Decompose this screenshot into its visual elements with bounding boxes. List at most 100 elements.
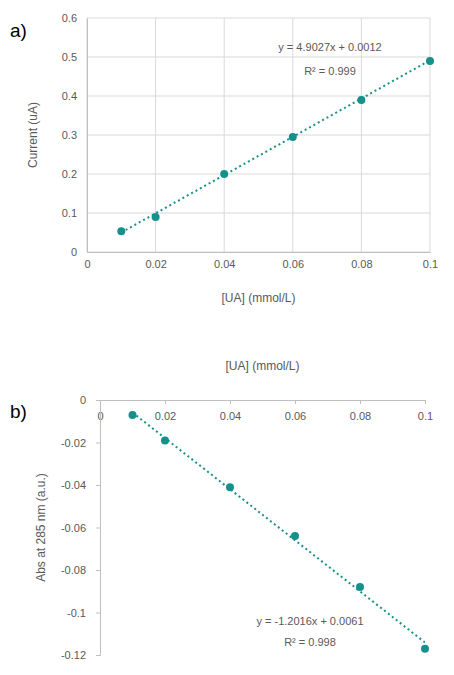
y-tick-label: -0.04 (61, 479, 86, 491)
grid-line-y (87, 18, 430, 19)
x-tick-label: 0.08 (350, 410, 371, 422)
y-tick: -0.06 (61, 522, 100, 534)
panel-label: a) (10, 20, 27, 41)
x-tick: 0.08 (351, 252, 372, 270)
x-tick-mark (230, 400, 231, 404)
y-tick-mark (96, 570, 100, 571)
trendline-annotation: R² = 0.999 (304, 65, 356, 77)
y-tick-mark (96, 528, 100, 529)
x-tick: 0 (84, 252, 90, 270)
y-tick: 0.5 (62, 51, 87, 63)
x-tick: 0.04 (220, 400, 241, 422)
plot-area (129, 411, 430, 653)
plot-area (117, 57, 434, 235)
trendline (121, 60, 430, 232)
x-tick-label: 0.04 (214, 258, 235, 270)
y-tick-label: 0.1 (62, 207, 77, 219)
y-tick: -0.04 (61, 479, 100, 491)
y-tick-label: -0.1 (67, 607, 86, 619)
data-point (291, 532, 299, 540)
y-tick-mark (96, 443, 100, 444)
x-axis-line (88, 252, 431, 253)
x-tick: 0.06 (285, 400, 306, 422)
y-tick: -0.08 (61, 564, 100, 576)
grid-line-x (87, 18, 88, 252)
x-tick-label: 0.04 (220, 410, 241, 422)
y-tick-label: 0.2 (62, 168, 77, 180)
x-tick: 0.1 (418, 400, 433, 422)
y-tick-label: 0 (80, 394, 86, 406)
y-tick: 0.4 (62, 90, 87, 102)
trendline-annotation: R² = 0.998 (284, 636, 336, 648)
x-tick-label: 0.06 (285, 410, 306, 422)
y-tick-label: 0 (71, 246, 77, 258)
x-tick-label: 0.02 (155, 410, 176, 422)
x-axis-title: [UA] (mmol/L) (221, 291, 295, 305)
y-axis-title: Current (uA) (26, 102, 40, 168)
y-tick-label: 0.5 (62, 51, 77, 63)
x-tick: 0.02 (145, 252, 166, 270)
y-tick-mark (96, 400, 100, 401)
grid (87, 18, 430, 252)
y-axis-title: Abs at 285 nm (a.u.) (34, 473, 48, 582)
y-tick: -0.12 (61, 649, 100, 661)
y-axis-line (87, 19, 88, 253)
data-point (129, 411, 137, 419)
y-tick: 0.2 (62, 168, 87, 180)
x-tick: 0.02 (155, 400, 176, 422)
x-tick-mark (360, 400, 361, 404)
x-tick: 0.04 (214, 252, 235, 270)
x-axis-title: [UA] (mmol/L) (225, 359, 299, 373)
grid-line-x (361, 18, 362, 252)
y-tick-mark (96, 613, 100, 614)
y-tick: 0.1 (62, 207, 87, 219)
x-axis: 0 0.02 0.04 0.06 0.08 0.1 (84, 252, 438, 270)
x-tick-mark (425, 400, 426, 404)
grid-line-y (87, 174, 430, 175)
trendline (133, 413, 426, 643)
grid-line-y (87, 252, 430, 253)
x-tick-label: 0.06 (283, 258, 304, 270)
grid-line-x (224, 18, 225, 252)
trendline-annotation: y = 4.9027x + 0.0012 (278, 41, 381, 53)
grid-line-x (430, 18, 431, 252)
y-tick: -0.1 (67, 607, 100, 619)
y-axis: 0 -0.02 -0.04 -0.06 -0.08 -0.1 -0.12 (61, 394, 101, 661)
x-tick-label: 0 (84, 258, 90, 270)
y-tick-label: 0.6 (62, 12, 77, 24)
y-tick: 0 (80, 394, 100, 406)
y-tick-label: -0.12 (61, 649, 86, 661)
x-tick: 0.08 (350, 400, 371, 422)
data-point (421, 645, 429, 653)
grid-line-y (87, 57, 430, 58)
y-tick: 0.6 (62, 12, 87, 24)
x-tick-label: 0.08 (351, 258, 372, 270)
grid-line-y (87, 213, 430, 214)
x-tick: 0.1 (423, 252, 438, 270)
x-axis-line (101, 401, 426, 405)
y-tick-mark (96, 485, 100, 486)
y-tick: 0.3 (62, 129, 87, 141)
canvas: 0 0.02 0.04 0.06 0.08 0.1 0 0.1 0.2 0.3 0.4 0.5 0.6 a… (0, 0, 454, 675)
y-tick-label: -0.06 (61, 522, 86, 534)
x-tick: 0.06 (283, 252, 304, 270)
y-tick-label: -0.08 (61, 564, 86, 576)
y-tick: 0 (71, 246, 87, 258)
chart: 0 0.02 0.04 0.06 0.08 0.1 0 -0.02 -0.04 -0.06 -0.0… (10, 359, 433, 661)
y-tick: -0.02 (61, 437, 100, 449)
y-tick-label: -0.02 (61, 437, 86, 449)
panel-label: b) (10, 401, 27, 422)
trendline-annotation: y = -1.2016x + 0.0061 (256, 615, 363, 627)
grid-line-y (87, 96, 430, 97)
x-tick-label: 0.1 (418, 410, 433, 422)
x-axis: 00.020.040.060.080.1 (97, 400, 433, 422)
chart: 0 0.02 0.04 0.06 0.08 0.1 0 0.1 0.2 0.3 0.4 0.5 0.6 a… (10, 12, 438, 305)
grid-line-y (87, 135, 430, 136)
x-tick-mark (295, 400, 296, 404)
y-tick-mark (96, 655, 100, 656)
y-tick-label: 0.4 (62, 90, 77, 102)
x-tick-label: 0.02 (145, 258, 166, 270)
y-axis-line (96, 401, 101, 656)
x-tick-label: 0.1 (423, 258, 438, 270)
y-axis: 0 0.1 0.2 0.3 0.4 0.5 0.6 (62, 12, 88, 258)
